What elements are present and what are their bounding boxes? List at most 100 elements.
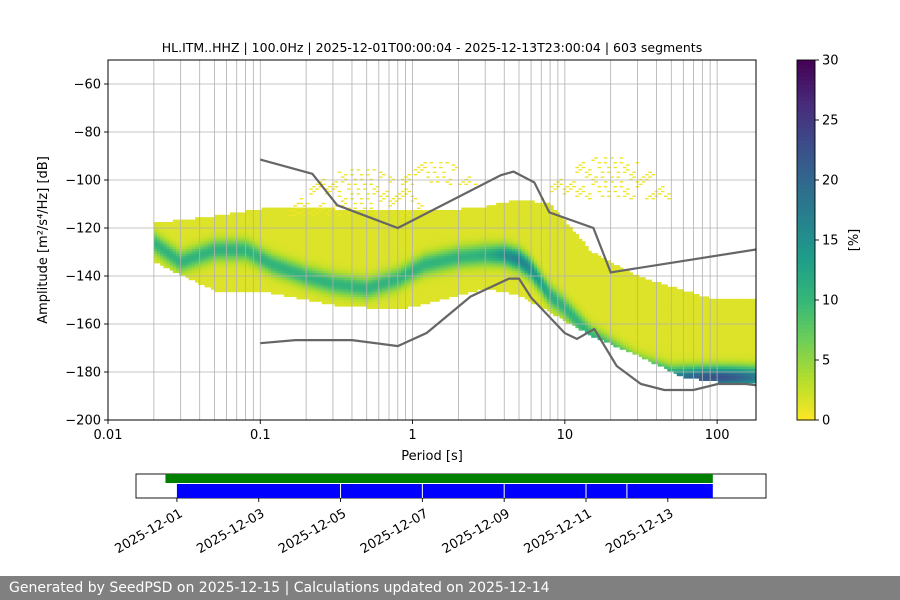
heat-cell <box>363 277 367 281</box>
heat-cell <box>530 243 535 247</box>
heat-cell <box>375 250 380 254</box>
heat-cell <box>464 183 468 185</box>
heat-cell <box>550 246 554 249</box>
heat-cell <box>496 272 500 276</box>
heat-cell <box>391 286 396 290</box>
heat-cell <box>366 236 370 240</box>
heat-cell <box>229 279 234 283</box>
heat-cell <box>309 238 313 242</box>
heat-cell <box>264 219 269 223</box>
heat-cell <box>391 272 396 276</box>
heat-cell <box>299 284 304 288</box>
heat-cell <box>220 286 225 290</box>
heat-cell <box>442 212 447 216</box>
heat-cell <box>426 253 431 257</box>
heat-cell <box>356 284 361 288</box>
heat-cell <box>236 224 241 228</box>
heat-cell <box>420 212 424 216</box>
heat-cell <box>530 238 535 242</box>
heat-cell <box>239 229 244 233</box>
heat-cell <box>236 267 241 271</box>
heat-cell <box>324 291 329 295</box>
heat-cell <box>423 253 427 257</box>
heat-cell <box>423 289 427 293</box>
heat-cell <box>451 270 456 273</box>
heat-cell <box>318 207 323 211</box>
heat-cell <box>464 224 469 228</box>
heat-cell <box>328 298 332 302</box>
heat-cell <box>242 214 247 218</box>
heat-cell <box>340 289 345 293</box>
heat-cell <box>214 262 218 266</box>
heat-cell <box>299 202 304 205</box>
heat-cell <box>337 301 342 305</box>
heat-cell <box>198 255 202 259</box>
heat-cell <box>423 270 427 273</box>
heat-cell <box>305 286 310 290</box>
heat-cell <box>442 284 447 288</box>
heat-cell <box>458 265 462 269</box>
heat-cell <box>328 255 332 259</box>
heat-cell <box>302 291 307 295</box>
heat-cell <box>242 277 247 281</box>
heat-cell <box>286 243 291 247</box>
heat-cell <box>318 272 323 276</box>
heat-cell <box>435 219 440 223</box>
heat-cell <box>261 222 266 225</box>
heat-cell <box>407 294 412 297</box>
heat-cell <box>385 270 389 273</box>
heat-cell <box>461 217 466 221</box>
heat-cell <box>283 241 288 245</box>
heat-cell <box>534 246 538 249</box>
heat-cell <box>261 289 266 293</box>
heat-cell <box>328 265 332 269</box>
heat-cell <box>274 238 279 242</box>
heat-cell <box>207 219 212 223</box>
heat-cell <box>569 255 573 259</box>
heat-cell <box>359 258 364 261</box>
heat-cell <box>569 298 573 302</box>
heat-cell <box>394 262 399 266</box>
heat-cell <box>302 222 307 225</box>
heat-cell <box>340 272 345 276</box>
heat-cell <box>524 234 529 237</box>
heat-cell <box>486 267 491 271</box>
heat-cell <box>391 253 396 257</box>
heat-cell <box>492 234 497 237</box>
heat-cell <box>157 260 161 264</box>
heat-cell <box>169 222 174 225</box>
heat-cell <box>442 238 447 242</box>
heat-cell <box>233 289 237 293</box>
heat-cell <box>226 262 231 266</box>
heat-cell <box>439 267 443 271</box>
heat-cell <box>353 291 358 295</box>
heat-cell <box>394 298 399 302</box>
heat-cell <box>340 200 345 202</box>
heat-cell <box>318 214 323 218</box>
heat-cell <box>182 253 187 257</box>
heat-cell <box>439 241 443 245</box>
heat-cell <box>416 286 421 290</box>
heat-cell <box>252 286 256 290</box>
heat-cell <box>277 212 282 216</box>
heat-cell <box>204 229 209 233</box>
heat-cell <box>435 231 440 235</box>
heat-cell <box>404 279 408 283</box>
heat-cell <box>401 243 405 247</box>
heat-cell <box>366 301 370 305</box>
heat-cell <box>420 255 424 259</box>
heat-cell <box>467 224 472 228</box>
heat-cell <box>198 217 202 221</box>
heat-cell <box>366 260 370 264</box>
heat-cell <box>223 217 228 221</box>
heat-cell <box>166 262 171 266</box>
heat-cell <box>382 231 386 235</box>
heat-cell <box>527 267 532 271</box>
heat-cell <box>559 284 564 288</box>
heat-cell <box>293 255 298 259</box>
heat-cell <box>496 267 500 271</box>
heat-cell <box>264 277 269 281</box>
heat-cell <box>372 260 377 264</box>
heat-cell <box>277 286 282 290</box>
heat-cell <box>470 246 475 249</box>
